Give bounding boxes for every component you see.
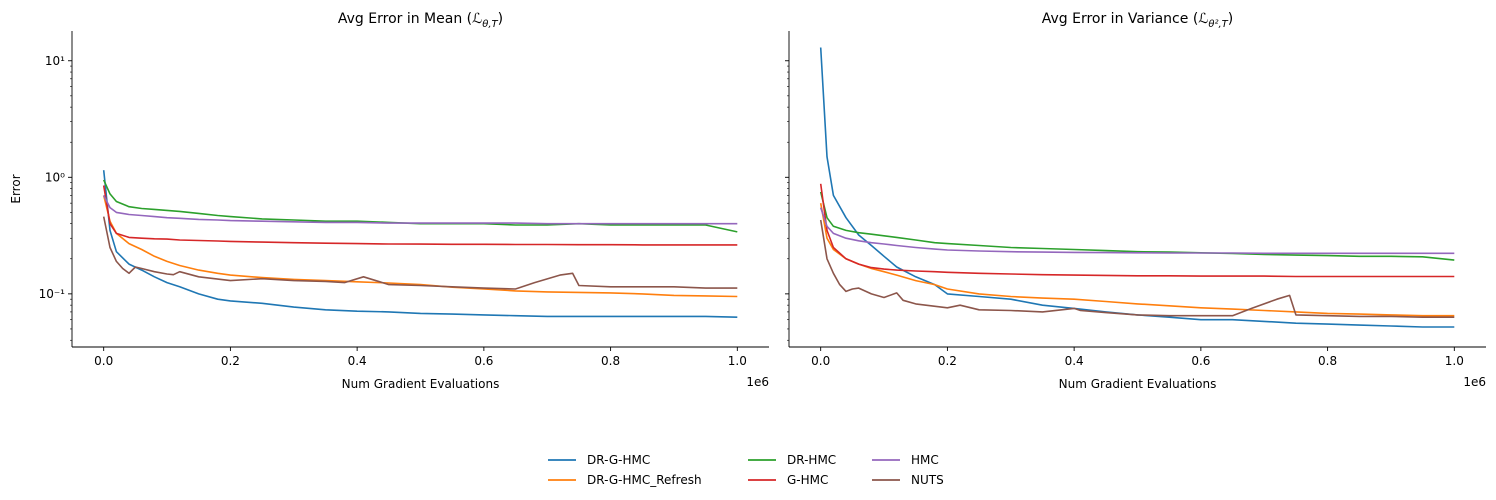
series-line-dr-g-hmc <box>102 170 738 318</box>
series-line-nuts <box>819 219 1455 319</box>
series-line-g-hmc <box>102 185 738 246</box>
series-line-dr-hmc <box>819 191 1455 261</box>
legend-label: G-HMC <box>787 473 828 487</box>
panel-variance: Avg Error in Variance (ℒθ²,T) 0.0 0.2 0.4 0.… <box>785 11 1486 391</box>
x-tick-label: 0.6 <box>1191 354 1210 368</box>
series-line-nuts <box>102 216 738 290</box>
series-line-dr-hmc <box>102 179 738 233</box>
x-tick-label: 1.0 <box>728 354 747 368</box>
series-line-hmc <box>102 195 738 225</box>
panel-mean: Avg Error in Mean (ℒθ,T) 0.0 0.2 0.4 0.6 0.8 1… <box>9 11 769 391</box>
x-tick-label: 0.0 <box>811 354 830 368</box>
x-tick-label: 0.0 <box>94 354 113 368</box>
x-tick-label: 0.2 <box>221 354 240 368</box>
series-line-dr-g-hmc-refresh <box>102 195 738 298</box>
chart-title: Avg Error in Mean (ℒθ,T) <box>338 11 503 30</box>
legend-label: HMC <box>911 453 939 467</box>
series-line-dr-g-hmc-refresh <box>819 203 1455 317</box>
x-offset-label: 1e6 <box>1463 375 1486 389</box>
x-tick-label: 0.6 <box>474 354 493 368</box>
series-line-g-hmc <box>819 183 1455 278</box>
legend-label: DR-HMC <box>787 453 836 467</box>
series-line-dr-g-hmc <box>819 47 1455 328</box>
x-offset-label: 1e6 <box>746 375 769 389</box>
x-tick-label: 0.8 <box>1318 354 1337 368</box>
x-tick-label: 0.2 <box>938 354 957 368</box>
y-tick-label: 10⁻¹ <box>39 287 66 301</box>
chart-title: Avg Error in Variance (ℒθ²,T) <box>1042 11 1234 30</box>
legend: DR-G-HMC DR-G-HMC_Refresh DR-HMC G-HMC HMC NU… <box>548 453 944 487</box>
y-tick-label: 10⁰ <box>45 170 65 184</box>
x-tick-label: 0.4 <box>348 354 367 368</box>
x-tick-label: 1.0 <box>1445 354 1464 368</box>
x-tick-label: 0.4 <box>1065 354 1084 368</box>
legend-label: NUTS <box>911 473 944 487</box>
series-group <box>819 47 1455 328</box>
legend-label: DR-G-HMC_Refresh <box>587 473 702 487</box>
x-tick-label: 0.8 <box>601 354 620 368</box>
y-tick-label: 10¹ <box>45 54 65 68</box>
series-group <box>102 170 738 318</box>
x-axis-label: Num Gradient Evaluations <box>342 377 500 391</box>
y-axis-label: Error <box>9 174 23 203</box>
x-axis-label: Num Gradient Evaluations <box>1059 377 1217 391</box>
legend-label: DR-G-HMC <box>587 453 650 467</box>
series-line-hmc <box>819 207 1455 255</box>
